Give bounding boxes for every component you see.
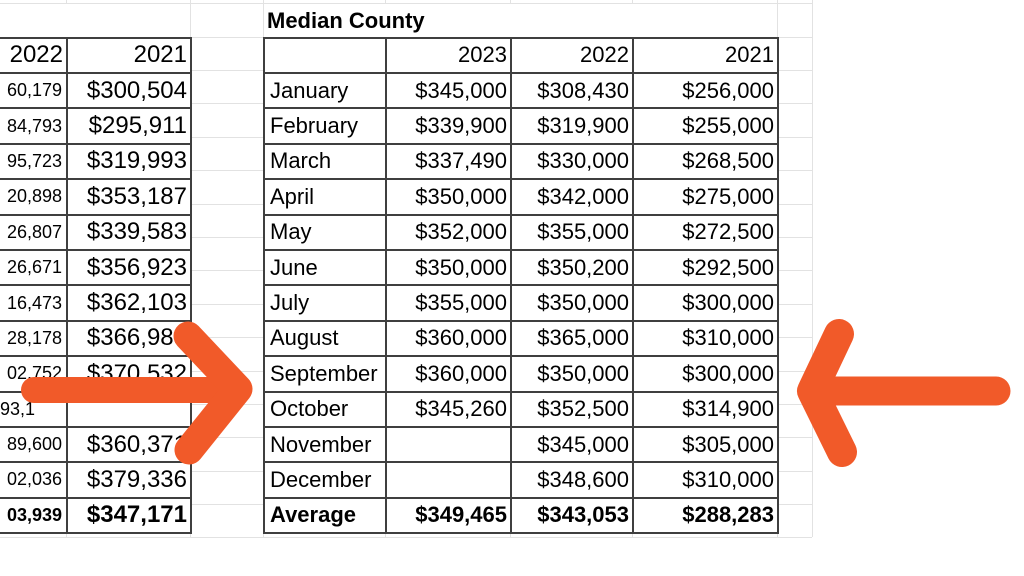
right-pointing-arrow-head-icon (173, 321, 253, 465)
cell-february-2022[interactable]: $319,900 (510, 107, 634, 145)
cell-january-2023[interactable]: $345,000 (385, 71, 512, 110)
header-2021[interactable]: 2021 (632, 36, 779, 74)
gridline-horizontal (0, 3, 812, 4)
left-cell-september-2021[interactable]: $370,532 (66, 355, 192, 393)
left-cell-march-2021[interactable]: $319,993 (66, 142, 192, 181)
left-cell-may-2022[interactable]: 26,807 (0, 213, 68, 251)
cell-month-november[interactable]: November (263, 425, 387, 464)
cell-average-2023[interactable]: $349,465 (385, 496, 512, 535)
cell-september-2022[interactable]: $350,000 (510, 355, 634, 393)
cell-month-december[interactable]: December (263, 461, 387, 499)
left-cell-february-2021[interactable]: $295,911 (66, 107, 192, 145)
cell-october-2023[interactable]: $345,260 (385, 390, 512, 428)
cell-month-september[interactable]: September (263, 355, 387, 393)
median-county-title-cell[interactable]: Median County (264, 4, 777, 37)
cell-september-2023[interactable]: $360,000 (385, 355, 512, 393)
cell-march-2022[interactable]: $330,000 (510, 142, 634, 181)
cell-january-2022[interactable]: $308,430 (510, 71, 634, 110)
cell-month-july[interactable]: July (263, 284, 387, 322)
cell-november-2021[interactable]: $305,000 (632, 425, 779, 464)
left-cell-february-2022[interactable]: 84,793 (0, 107, 68, 145)
cell-month-october[interactable]: October (263, 390, 387, 428)
header-spacer-cell[interactable] (263, 36, 387, 74)
cell-january-2021[interactable]: $256,000 (632, 71, 779, 110)
cell-september-2021[interactable]: $300,000 (632, 355, 779, 393)
cell-august-2021[interactable]: $310,000 (632, 319, 779, 358)
cell-average-2022[interactable]: $343,053 (510, 496, 634, 535)
cell-april-2022[interactable]: $342,000 (510, 178, 634, 216)
cell-july-2023[interactable]: $355,000 (385, 284, 512, 322)
cell-august-2023[interactable]: $360,000 (385, 319, 512, 358)
left-cell-april-2021[interactable]: $353,187 (66, 178, 192, 216)
left-header-2022[interactable]: 2022 (0, 36, 68, 74)
cell-month-june[interactable]: June (263, 248, 387, 287)
cell-july-2022[interactable]: $350,000 (510, 284, 634, 322)
cell-may-2022[interactable]: $355,000 (510, 213, 634, 251)
left-cell-august-2021[interactable]: $366,983 (66, 319, 192, 358)
cell-august-2022[interactable]: $365,000 (510, 319, 634, 358)
left-cell-december-2022[interactable]: 02,036 (0, 461, 68, 499)
left-cell-december-2021[interactable]: $379,336 (66, 461, 192, 499)
cell-march-2021[interactable]: $268,500 (632, 142, 779, 181)
cell-month-august[interactable]: August (263, 319, 387, 358)
cell-november-2022[interactable]: $345,000 (510, 425, 634, 464)
cell-april-2021[interactable]: $275,000 (632, 178, 779, 216)
left-cell-september-2022[interactable]: 02,752 (0, 355, 68, 393)
left-cell-may-2021[interactable]: $339,583 (66, 213, 192, 251)
cell-month-march[interactable]: March (263, 142, 387, 181)
cell-june-2021[interactable]: $292,500 (632, 248, 779, 287)
gridline-vertical (812, 0, 813, 537)
left-cell-july-2021[interactable]: $362,103 (66, 284, 192, 322)
left-price-table: 2022 2021 60,179 $300,504 84,793 $295,911 … (0, 36, 192, 535)
cell-month-february[interactable]: February (263, 107, 387, 145)
median-county-table: 2023 2022 2021 January $345,000 $308,430 $2… (263, 36, 779, 535)
cell-month-april[interactable]: April (263, 178, 387, 216)
left-cell-average-2021[interactable]: $347,171 (66, 496, 192, 535)
left-cell-november-2022[interactable]: 89,600 (0, 425, 68, 464)
header-2022[interactable]: 2022 (510, 36, 634, 74)
left-cell-october-2021[interactable] (66, 390, 192, 428)
left-cell-july-2022[interactable]: 16,473 (0, 284, 68, 322)
cell-november-2023[interactable] (385, 425, 512, 464)
cell-december-2023[interactable] (385, 461, 512, 499)
left-table-title-row-blank (0, 4, 190, 37)
left-cell-october-2022[interactable]: 93,1 (0, 390, 68, 428)
left-cell-april-2022[interactable]: 20,898 (0, 178, 68, 216)
left-cell-average-2022[interactable]: 03,939 (0, 496, 68, 535)
left-cell-june-2021[interactable]: $356,923 (66, 248, 192, 287)
cell-april-2023[interactable]: $350,000 (385, 178, 512, 216)
cell-october-2022[interactable]: $352,500 (510, 390, 634, 428)
header-2023[interactable]: 2023 (385, 36, 512, 74)
page-title: Median County (267, 7, 425, 33)
cell-december-2021[interactable]: $310,000 (632, 461, 779, 499)
left-cell-june-2022[interactable]: 26,671 (0, 248, 68, 287)
left-cell-august-2022[interactable]: 28,178 (0, 319, 68, 358)
cell-february-2021[interactable]: $255,000 (632, 107, 779, 145)
cell-may-2023[interactable]: $352,000 (385, 213, 512, 251)
cell-average-2021[interactable]: $288,283 (632, 496, 779, 535)
left-cell-january-2022[interactable]: 60,179 (0, 71, 68, 110)
left-cell-november-2021[interactable]: $360,371 (66, 425, 192, 464)
cell-month-may[interactable]: May (263, 213, 387, 251)
left-cell-march-2022[interactable]: 95,723 (0, 142, 68, 181)
left-header-2021[interactable]: 2021 (66, 36, 192, 74)
cell-october-2021[interactable]: $314,900 (632, 390, 779, 428)
cell-december-2022[interactable]: $348,600 (510, 461, 634, 499)
cell-may-2021[interactable]: $272,500 (632, 213, 779, 251)
cell-june-2022[interactable]: $350,200 (510, 248, 634, 287)
cell-february-2023[interactable]: $339,900 (385, 107, 512, 145)
cell-month-january[interactable]: January (263, 71, 387, 110)
cell-month-average[interactable]: Average (263, 496, 387, 535)
gridline-horizontal (0, 537, 812, 538)
left-cell-january-2021[interactable]: $300,504 (66, 71, 192, 110)
left-pointing-arrow-head-icon (797, 319, 857, 467)
cell-june-2023[interactable]: $350,000 (385, 248, 512, 287)
cell-march-2023[interactable]: $337,490 (385, 142, 512, 181)
cell-july-2021[interactable]: $300,000 (632, 284, 779, 322)
